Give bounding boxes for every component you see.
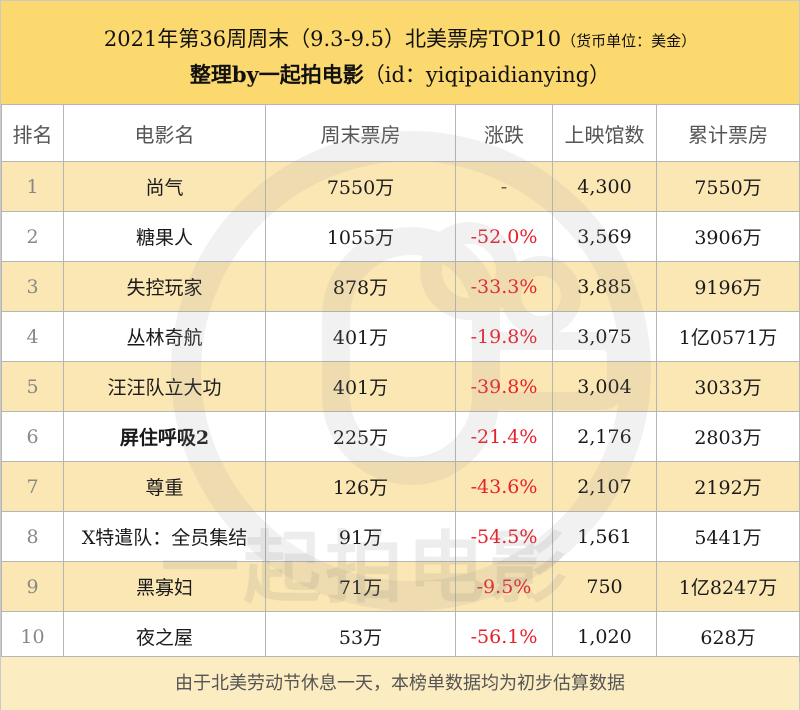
total-cell: 1亿8247万 <box>656 561 800 612</box>
change-cell: -33.3% <box>455 261 553 312</box>
credit-text: 整理by一起拍电影 <box>189 62 364 87</box>
title-cell: 黑寡妇 <box>63 561 266 612</box>
rank-cell: 1 <box>1 161 64 212</box>
table-row: 4 丛林奇航 401万 -19.8% 3,075 1亿0571万 <box>1 311 800 362</box>
board-title: 2021年第36周周末（9.3-9.5）北美票房TOP10（货币单位：美金） <box>1 25 799 55</box>
theaters-cell: 750 <box>552 561 657 612</box>
theaters-cell: 3,885 <box>552 261 657 312</box>
title-cell: 尚气 <box>63 161 266 212</box>
title-cell: 汪汪队立大功 <box>63 361 266 412</box>
rank-cell: 7 <box>1 461 64 512</box>
theaters-cell: 1,020 <box>552 611 657 662</box>
col-header-total: 累计票房 <box>656 104 800 162</box>
change-cell: -21.4% <box>455 411 553 462</box>
col-header-weekend: 周末票房 <box>265 104 456 162</box>
total-cell: 3906万 <box>656 211 800 262</box>
total-cell: 2803万 <box>656 411 800 462</box>
title-cell: 夜之屋 <box>63 611 266 662</box>
change-cell: -19.8% <box>455 311 553 362</box>
change-cell: -54.5% <box>455 511 553 562</box>
theaters-cell: 2,176 <box>552 411 657 462</box>
footer-note: 由于北美劳动节休息一天，本榜单数据均为初步估算数据 <box>1 656 799 710</box>
theaters-cell: 2,107 <box>552 461 657 512</box>
table-row: 6 屏住呼吸2 225万 -21.4% 2,176 2803万 <box>1 411 800 462</box>
table-row: 8 X特遣队：全员集结 91万 -54.5% 1,561 5441万 <box>1 511 800 562</box>
total-cell: 9196万 <box>656 261 800 312</box>
change-cell: -56.1% <box>455 611 553 662</box>
theaters-cell: 4,300 <box>552 161 657 212</box>
rank-cell: 8 <box>1 511 64 562</box>
title-cell: 尊重 <box>63 461 266 512</box>
rank-cell: 5 <box>1 361 64 412</box>
rank-cell: 2 <box>1 211 64 262</box>
rank-cell: 9 <box>1 561 64 612</box>
table-header-row: 排名 电影名 周末票房 涨跌 上映馆数 累计票房 <box>1 104 800 162</box>
title-main: 2021年第36周周末（9.3-9.5）北美票房TOP10 <box>103 27 562 51</box>
table-row: 5 汪汪队立大功 401万 -39.8% 3,004 3033万 <box>1 361 800 412</box>
change-cell: -39.8% <box>455 361 553 412</box>
table-row: 9 黑寡妇 71万 -9.5% 750 1亿8247万 <box>1 561 800 612</box>
board-header: 2021年第36周周末（9.3-9.5）北美票房TOP10（货币单位：美金） 整… <box>1 1 799 105</box>
rank-cell: 4 <box>1 311 64 362</box>
currency-unit: （货币单位：美金） <box>561 32 697 50</box>
rank-cell: 10 <box>1 611 64 662</box>
title-cell: 丛林奇航 <box>63 311 266 362</box>
theaters-cell: 3,569 <box>552 211 657 262</box>
weekend-cell: 126万 <box>265 461 456 512</box>
rank-cell: 6 <box>1 411 64 462</box>
theaters-cell: 3,075 <box>552 311 657 362</box>
title-cell: 失控玩家 <box>63 261 266 312</box>
rank-cell: 3 <box>1 261 64 312</box>
table-row: 3 失控玩家 878万 -33.3% 3,885 9196万 <box>1 261 800 312</box>
total-cell: 628万 <box>656 611 800 662</box>
table-row: 10 夜之屋 53万 -56.1% 1,020 628万 <box>1 611 800 662</box>
col-header-change: 涨跌 <box>455 104 553 162</box>
col-header-theaters: 上映馆数 <box>552 104 657 162</box>
col-header-title: 电影名 <box>63 104 266 162</box>
table-row: 1 尚气 7550万 - 4,300 7550万 <box>1 161 800 212</box>
weekend-cell: 878万 <box>265 261 456 312</box>
weekend-cell: 7550万 <box>265 161 456 212</box>
weekend-cell: 225万 <box>265 411 456 462</box>
weekend-cell: 53万 <box>265 611 456 662</box>
total-cell: 7550万 <box>656 161 800 212</box>
total-cell: 2192万 <box>656 461 800 512</box>
weekend-cell: 401万 <box>265 311 456 362</box>
table-row: 7 尊重 126万 -43.6% 2,107 2192万 <box>1 461 800 512</box>
ranking-table: 排名 电影名 周末票房 涨跌 上映馆数 累计票房 1 尚气 7550万 - 4,… <box>1 104 800 662</box>
total-cell: 3033万 <box>656 361 800 412</box>
total-cell: 1亿0571万 <box>656 311 800 362</box>
title-cell: 糖果人 <box>63 211 266 262</box>
weekend-cell: 401万 <box>265 361 456 412</box>
table-row: 2 糖果人 1055万 -52.0% 3,569 3906万 <box>1 211 800 262</box>
change-cell: - <box>455 161 553 212</box>
total-cell: 5441万 <box>656 511 800 562</box>
board-subtitle: 整理by一起拍电影（id：yiqipaidianying） <box>1 61 799 89</box>
weekend-cell: 1055万 <box>265 211 456 262</box>
weekend-cell: 71万 <box>265 561 456 612</box>
theaters-cell: 3,004 <box>552 361 657 412</box>
change-cell: -43.6% <box>455 461 553 512</box>
title-cell: 屏住呼吸2 <box>63 411 266 462</box>
col-header-rank: 排名 <box>1 104 64 162</box>
credit-id: （id：yiqipaidianying） <box>363 63 611 87</box>
change-cell: -9.5% <box>455 561 553 612</box>
change-cell: -52.0% <box>455 211 553 262</box>
watermark-text: 一起拍电影 <box>161 524 572 614</box>
theaters-cell: 1,561 <box>552 511 657 562</box>
